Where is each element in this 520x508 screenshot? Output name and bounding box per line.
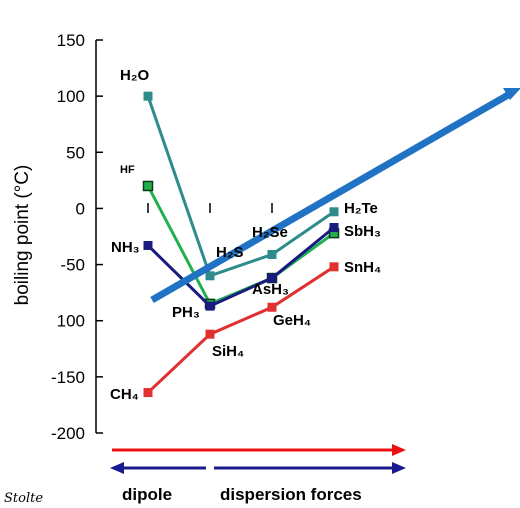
bottom-arrows <box>110 444 406 474</box>
y-tick-label: 50 <box>66 143 85 162</box>
dipole-arrow-head <box>110 462 124 474</box>
data-point <box>329 223 339 233</box>
data-point <box>143 388 153 398</box>
point-label: H₂S <box>216 244 244 261</box>
trend-arrow-head <box>503 88 520 100</box>
dispersion-arrow-head <box>392 462 406 474</box>
data-point <box>267 249 277 259</box>
series-0 <box>143 91 339 281</box>
point-label: HF <box>120 164 135 176</box>
data-point <box>329 262 339 272</box>
point-label: SiH₄ <box>212 343 244 360</box>
y-axis-title: boiling point (°C) <box>12 165 33 306</box>
point-label: NH₃ <box>111 239 140 256</box>
point-label: AsH₃ <box>252 281 289 298</box>
trend-arrow-line <box>150 91 510 304</box>
point-label: H₂Te <box>344 200 378 217</box>
series-line <box>146 95 335 278</box>
y-tick-label: 150 <box>57 31 85 50</box>
data-point <box>143 240 153 250</box>
data-point <box>205 271 215 281</box>
y-axis: 150 100 50 0 -50 100 -150 -200 <box>51 31 273 443</box>
data-point <box>205 301 215 311</box>
point-labels: H₂O H₂S H₂Se H₂Te HF NH₃ PH₃ AsH₃ SbH₃ CH₄ SiH₄ GeH… <box>110 67 381 403</box>
point-label: SnH₄ <box>344 259 381 276</box>
trend-arrow <box>150 88 520 304</box>
point-label: PH₃ <box>172 304 200 321</box>
signature: Stolte <box>4 491 43 506</box>
data-point <box>329 207 339 217</box>
y-tick-label: -150 <box>51 368 85 387</box>
red-arrow-head <box>392 444 406 456</box>
point-label: CH₄ <box>110 386 139 403</box>
data-point <box>205 329 215 339</box>
point-label: H₂O <box>120 67 149 84</box>
point-label: H₂Se <box>252 224 288 241</box>
y-tick-label: -200 <box>51 424 85 443</box>
series-2 <box>143 223 339 311</box>
data-point <box>142 180 154 192</box>
data-point <box>143 91 153 101</box>
y-tick-label: 100 <box>57 312 85 331</box>
y-tick-label: -50 <box>60 256 85 275</box>
dispersion-forces-label: dispersion forces <box>220 485 362 504</box>
y-tick-label: 100 <box>57 87 85 106</box>
data-point <box>267 273 277 283</box>
y-tick-label: 0 <box>76 199 85 218</box>
series-line <box>146 226 335 308</box>
series-line <box>146 265 335 394</box>
series-3 <box>143 262 339 398</box>
point-label: SbH₃ <box>344 223 381 240</box>
point-label: GeH₄ <box>273 312 311 329</box>
series-layer <box>142 91 340 398</box>
data-point <box>267 302 277 312</box>
dipole-label: dipole <box>122 485 172 504</box>
